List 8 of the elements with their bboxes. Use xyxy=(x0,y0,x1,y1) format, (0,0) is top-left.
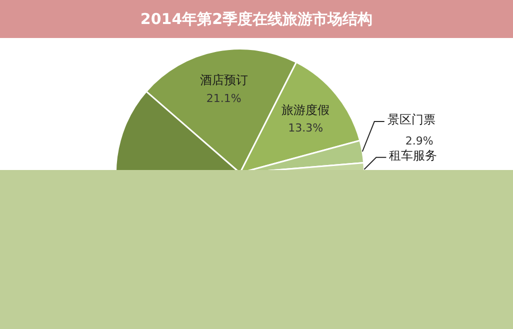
data-label: 13.3% xyxy=(288,122,324,135)
slice-label: 租车服务 xyxy=(389,148,438,163)
slice-label: 景区门票 xyxy=(387,112,436,127)
data-label: 2.9% xyxy=(405,134,434,148)
slice-label: 酒店预订 xyxy=(200,73,248,88)
slice-label: 旅游度假 xyxy=(282,102,330,117)
chart-title: 2014年第2季度在线旅游市场结构 xyxy=(0,0,513,38)
data-label: 21.1% xyxy=(206,92,242,105)
